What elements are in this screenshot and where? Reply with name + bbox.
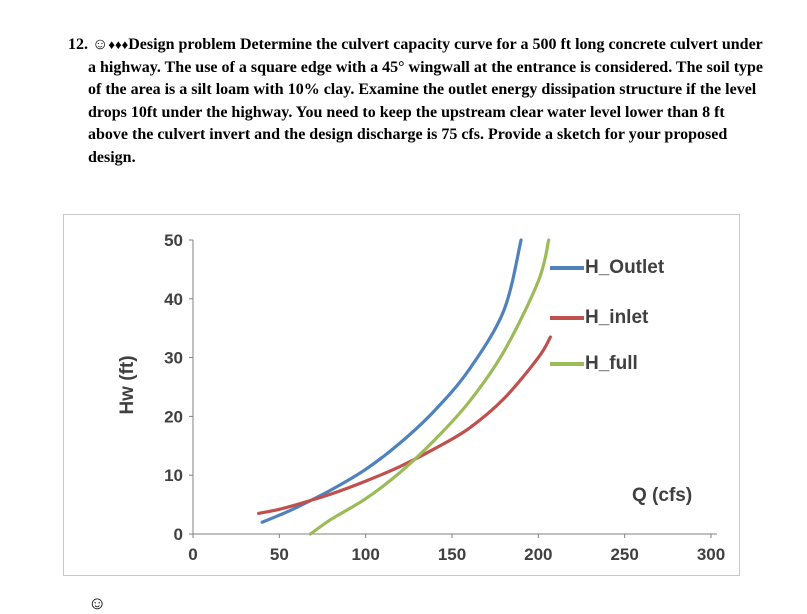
x-tick-label: 150 — [438, 545, 466, 564]
legend-item-h-inlet: H_inlet — [550, 307, 648, 329]
problem-paragraph: 12. ☺♦♦♦Design problem Determine the cul… — [68, 34, 766, 169]
legend-label-h-full: H_full — [585, 353, 638, 374]
x-tick-label: 300 — [697, 545, 725, 564]
legend-swatch-h-full — [550, 362, 584, 366]
problem-number: 12. — [68, 36, 88, 53]
next-item-smiley-partial-icon: ☺ — [88, 593, 107, 613]
y-tick-label: 30 — [164, 349, 183, 368]
x-tick-label: 0 — [188, 545, 197, 564]
chart: 0 50 100 150 200 250 300 0 10 20 30 40 50 H_Outlet H… — [63, 214, 740, 576]
legend-swatch-h-inlet — [550, 316, 584, 320]
x-tick-label: 200 — [524, 545, 552, 564]
legend-swatch-h-outlet — [550, 266, 584, 270]
series-line-H_inlet — [257, 335, 552, 515]
diamond-icons: ♦♦♦ — [108, 37, 129, 52]
legend-label-h-outlet: H_Outlet — [585, 257, 665, 278]
series-line-H_full — [308, 238, 551, 536]
y-tick-label: 0 — [174, 525, 183, 544]
legend-item-h-full: H_full — [550, 353, 638, 375]
x-axis-label: Q (cfs) — [632, 485, 693, 506]
problem-body: Determine the culvert capacity curve for… — [88, 36, 764, 166]
y-tick-label: 10 — [164, 466, 183, 485]
legend-item-h-outlet: H_Outlet — [550, 257, 664, 279]
y-axis-label: Hw (ft) — [117, 355, 138, 415]
smiley-icon: ☺ — [92, 36, 109, 53]
x-tick-label: 50 — [270, 545, 289, 564]
x-tick-label: 250 — [610, 545, 638, 564]
x-tick-label: 100 — [351, 545, 379, 564]
legend-label-h-inlet: H_inlet — [585, 307, 649, 328]
y-tick-label: 20 — [164, 407, 183, 426]
y-tick-label: 40 — [164, 290, 183, 309]
problem-title: Design problem — [128, 36, 236, 53]
chart-svg: 0 50 100 150 200 250 300 0 10 20 30 40 50 — [164, 231, 725, 564]
series-line-H_Outlet — [260, 238, 523, 524]
y-tick-label: 50 — [164, 231, 183, 250]
